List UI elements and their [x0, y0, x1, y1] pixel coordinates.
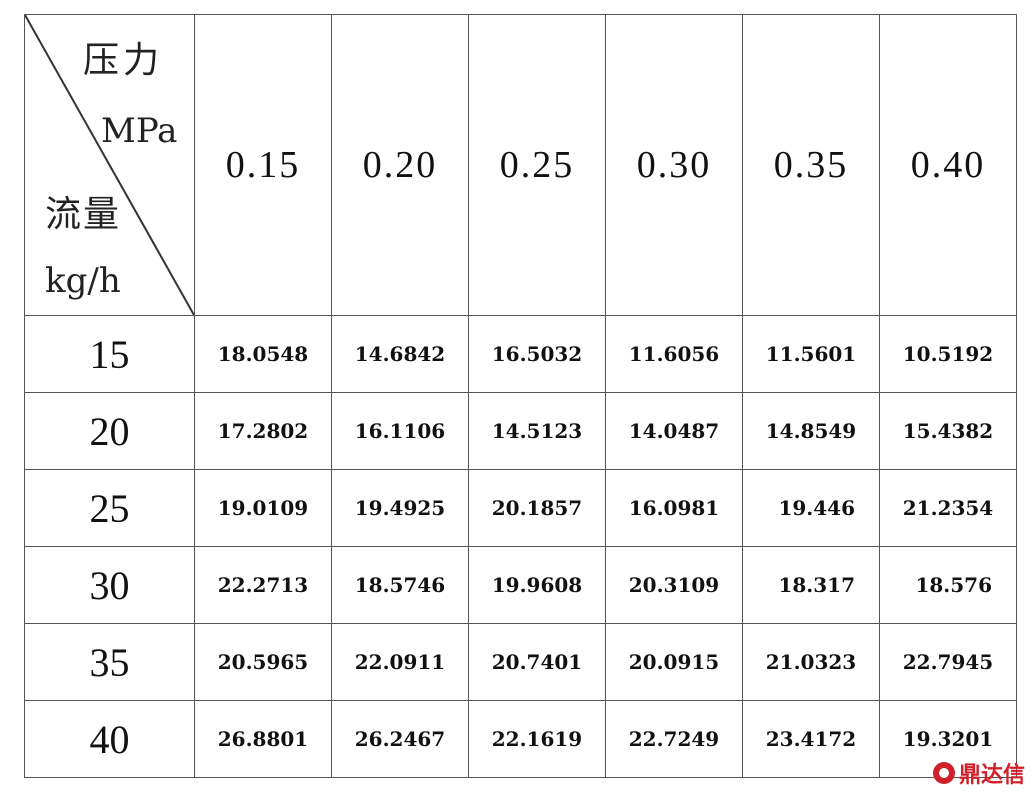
table-cell: 18.5746 — [331, 546, 469, 624]
table-cell: 18.0548 — [194, 315, 332, 393]
table-cell: 14.6842 — [331, 315, 469, 393]
table-row: 20 17.2802 16.1106 14.5123 14.0487 14.8549 15.… — [24, 392, 1017, 470]
flow-unit: kg/h — [45, 261, 121, 301]
table-cell: 15.4382 — [879, 392, 1017, 470]
table-cell: 16.0981 — [605, 469, 743, 547]
table-cell: 20.7401 — [468, 623, 606, 701]
table-cell: 14.8549 — [742, 392, 880, 470]
flow-label: 流量 — [45, 194, 122, 235]
row-header: 20 — [24, 392, 195, 470]
diagonal-line — [25, 15, 194, 315]
row-header: 25 — [24, 469, 195, 547]
column-header: 0.40 — [879, 14, 1017, 316]
table-cell: 22.0911 — [331, 623, 469, 701]
table-cell: 20.5965 — [194, 623, 332, 701]
row-header: 40 — [24, 700, 195, 778]
table-cell: 10.5192 — [879, 315, 1017, 393]
row-header: 35 — [24, 623, 195, 701]
table-row: 25 19.0109 19.4925 20.1857 16.0981 19.446 21.2… — [24, 469, 1017, 547]
table-cell: 11.5601 — [742, 315, 880, 393]
table-cell: 18.317 — [742, 546, 880, 624]
column-header: 0.25 — [468, 14, 606, 316]
table-cell: 22.7945 — [879, 623, 1017, 701]
table-cell: 21.0323 — [742, 623, 880, 701]
table-cell: 18.576 — [879, 546, 1017, 624]
table-cell: 20.1857 — [468, 469, 606, 547]
watermark-logo: 鼎达信 — [932, 757, 1025, 789]
corner-cell: 压力 MPa 流量 kg/h — [24, 14, 195, 316]
column-header: 0.30 — [605, 14, 743, 316]
table-cell: 20.3109 — [605, 546, 743, 624]
table-cell: 11.6056 — [605, 315, 743, 393]
table-cell: 19.446 — [742, 469, 880, 547]
row-header: 30 — [24, 546, 195, 624]
table-row: 30 22.2713 18.5746 19.9608 20.3109 18.317 18.5… — [24, 546, 1017, 624]
table-cell: 19.9608 — [468, 546, 606, 624]
pressure-unit: MPa — [101, 111, 178, 151]
table-cell: 16.1106 — [331, 392, 469, 470]
row-header: 15 — [24, 315, 195, 393]
column-header: 0.20 — [331, 14, 469, 316]
table-row: 40 26.8801 26.2467 22.1619 22.7249 23.4172 19.… — [24, 700, 1017, 778]
logo-mark-icon — [932, 762, 955, 784]
data-table: 压力 MPa 流量 kg/h 0.15 0.20 0.25 0.30 0.35 … — [24, 14, 1017, 778]
table-cell: 22.1619 — [468, 700, 606, 778]
table-cell: 22.2713 — [194, 546, 332, 624]
table-cell: 26.8801 — [194, 700, 332, 778]
table-cell: 16.5032 — [468, 315, 606, 393]
table-cell: 26.2467 — [331, 700, 469, 778]
table-cell: 19.0109 — [194, 469, 332, 547]
table-cell: 20.0915 — [605, 623, 743, 701]
header-row: 压力 MPa 流量 kg/h 0.15 0.20 0.25 0.30 0.35 … — [24, 14, 1017, 316]
table-cell: 17.2802 — [194, 392, 332, 470]
table-cell: 23.4172 — [742, 700, 880, 778]
table-cell: 21.2354 — [879, 469, 1017, 547]
table-row: 15 18.0548 14.6842 16.5032 11.6056 11.5601 10.… — [24, 315, 1017, 393]
pressure-label: 压力 — [83, 40, 164, 81]
table-row: 35 20.5965 22.0911 20.7401 20.0915 21.0323 22.… — [24, 623, 1017, 701]
table-cell: 14.0487 — [605, 392, 743, 470]
column-header: 0.15 — [194, 14, 332, 316]
table-cell: 14.5123 — [468, 392, 606, 470]
table-cell: 19.4925 — [331, 469, 469, 547]
table-cell: 22.7249 — [605, 700, 743, 778]
column-header: 0.35 — [742, 14, 880, 316]
watermark-text: 鼎达信 — [958, 763, 1025, 788]
